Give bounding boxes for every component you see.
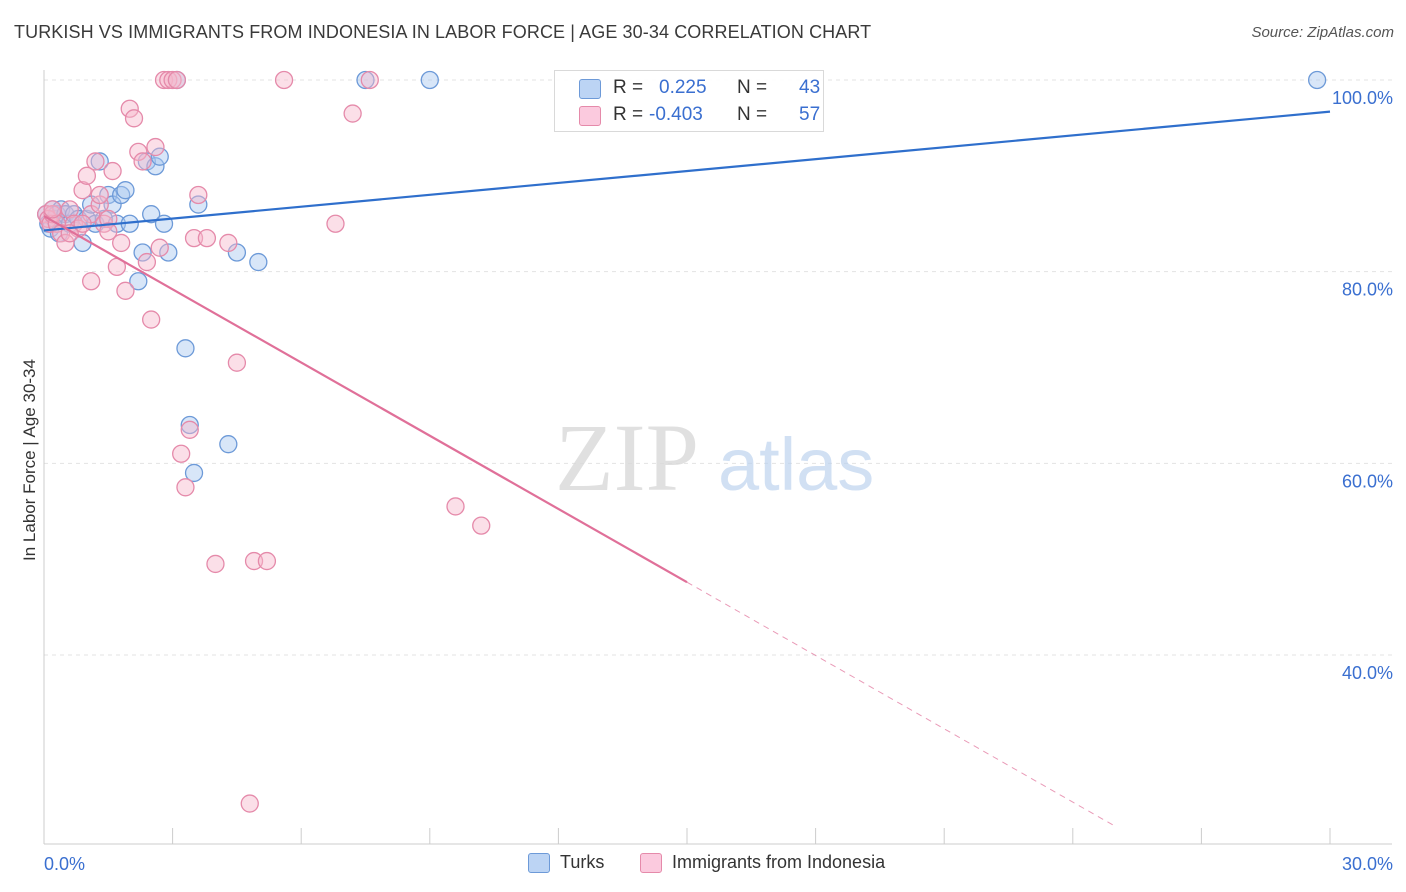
tick-labels: 100.0% 80.0% 60.0% 40.0% 0.0% 30.0%	[44, 88, 1393, 874]
point-indonesia	[472, 516, 491, 535]
point-turks	[176, 339, 195, 358]
legend-item-turks: Turks	[528, 852, 604, 873]
watermark: ZIP atlas	[555, 404, 874, 511]
indonesia-r-label: R =	[613, 104, 644, 125]
point-indonesia	[146, 137, 165, 157]
point-indonesia	[43, 200, 62, 219]
axes	[43, 70, 1392, 845]
point-indonesia	[244, 551, 264, 571]
point-indonesia	[360, 70, 379, 90]
point-turks	[133, 243, 152, 262]
y-tick-label: 40.0%	[1342, 663, 1393, 683]
indonesia-r-value: -0.403	[649, 104, 703, 125]
legend-label-indonesia: Immigrants from Indonesia	[672, 852, 886, 872]
x-tick-label: 30.0%	[1342, 854, 1393, 874]
y-tick-label: 60.0%	[1342, 471, 1393, 491]
point-indonesia	[176, 478, 195, 497]
turks-swatch	[579, 79, 601, 99]
stats-row-turks: R = 0.225 N = 43	[579, 75, 821, 101]
point-indonesia	[90, 185, 109, 205]
point-indonesia	[129, 142, 148, 162]
point-turks	[150, 147, 169, 166]
point-turks	[116, 181, 135, 200]
point-turks	[180, 415, 199, 435]
watermark-atlas: atlas	[718, 423, 874, 506]
trend-extension-indonesia	[686, 581, 1116, 827]
source-label: Source: ZipAtlas.com	[1251, 24, 1394, 41]
point-indonesia	[103, 161, 122, 181]
point-indonesia	[167, 70, 187, 90]
point-indonesia	[82, 272, 101, 291]
point-indonesia	[142, 310, 161, 329]
point-turks	[219, 435, 238, 454]
point-turks	[129, 272, 148, 291]
turks-n-label: N =	[737, 77, 768, 98]
point-indonesia	[257, 551, 277, 571]
legend-swatch-turks	[528, 852, 550, 873]
legend-label-turks: Turks	[560, 852, 605, 872]
point-turks	[356, 70, 375, 90]
point-indonesia	[274, 70, 294, 90]
chart-title: TURKISH VS IMMIGRANTS FROM INDONESIA IN …	[14, 22, 872, 42]
point-indonesia	[56, 233, 75, 253]
y-tick-label: 100.0%	[1332, 88, 1393, 108]
turks-r-value: 0.225	[659, 77, 707, 98]
point-indonesia	[172, 444, 191, 463]
stats-row-indonesia: R = -0.403 N = 57	[579, 102, 821, 128]
watermark-zip: ZIP	[555, 404, 699, 511]
legend-swatch-indonesia	[640, 852, 662, 873]
point-indonesia	[73, 181, 92, 200]
point-indonesia	[150, 238, 169, 257]
point-indonesia	[180, 420, 199, 439]
point-turks	[1307, 70, 1327, 90]
point-turks	[249, 252, 268, 272]
y-tick-label: 80.0%	[1342, 280, 1393, 300]
point-indonesia	[446, 497, 465, 516]
point-indonesia	[240, 794, 259, 813]
point-indonesia	[343, 104, 362, 123]
indonesia-n-value: 57	[799, 104, 821, 125]
point-turks	[159, 243, 178, 262]
point-turks	[142, 205, 161, 224]
point-indonesia	[124, 109, 144, 128]
point-indonesia	[99, 222, 118, 241]
point-indonesia	[90, 195, 109, 214]
point-indonesia	[86, 152, 105, 171]
indonesia-n-label: N =	[737, 104, 768, 125]
point-turks	[189, 195, 208, 214]
point-indonesia	[120, 99, 139, 118]
grid-lines	[44, 79, 1392, 656]
point-indonesia	[326, 214, 345, 233]
point-indonesia	[73, 214, 92, 233]
point-indonesia	[189, 185, 208, 205]
point-indonesia	[112, 233, 131, 253]
point-turks	[420, 70, 439, 90]
turks-r-label: R =	[613, 77, 644, 98]
turks-n-value: 43	[799, 77, 821, 98]
point-indonesia	[133, 152, 152, 171]
trend-line-turks	[43, 110, 1331, 232]
point-indonesia	[197, 228, 217, 248]
legend-item-indonesia: Immigrants from Indonesia	[640, 852, 885, 873]
point-indonesia	[206, 554, 225, 574]
point-turks	[90, 152, 109, 171]
series-indonesia	[36, 70, 491, 813]
trend-lines	[43, 110, 1331, 827]
point-indonesia	[227, 353, 247, 372]
point-indonesia	[219, 233, 238, 253]
point-indonesia	[77, 166, 97, 185]
point-turks	[184, 463, 204, 483]
indonesia-swatch	[579, 106, 601, 126]
point-indonesia	[116, 281, 135, 300]
trend-line-indonesia	[43, 215, 688, 584]
point-indonesia	[163, 70, 182, 90]
point-indonesia	[137, 252, 157, 272]
stats-legend: R = 0.225 N = 43 R = -0.403 N = 57	[554, 70, 824, 132]
y-axis-label: In Labor Force | Age 30-34	[20, 359, 39, 561]
point-indonesia	[184, 228, 204, 248]
x-tick-label: 0.0%	[44, 854, 85, 874]
